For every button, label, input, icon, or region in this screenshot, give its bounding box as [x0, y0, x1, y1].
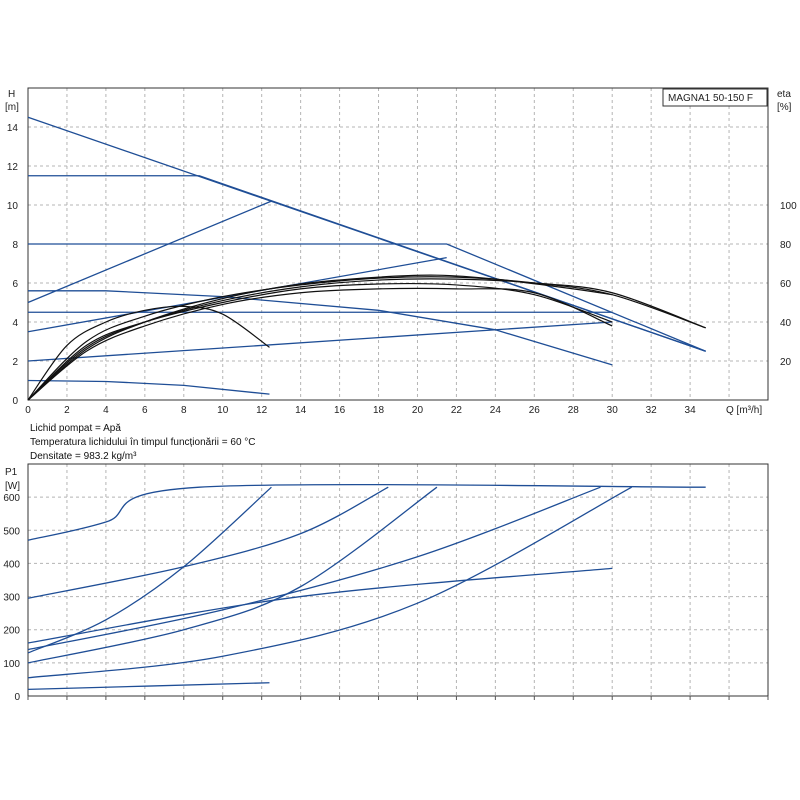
head-x-tick-label: 20: [412, 405, 424, 416]
head-x-tick-label: 6: [142, 405, 148, 416]
head-axis-label-line1: H: [8, 89, 15, 100]
head-x-tick-label: 32: [646, 405, 658, 416]
efficiency-y-tick-label: 100: [780, 201, 797, 212]
power-curves: [27, 483, 706, 691]
head-x-tick-label: 34: [685, 405, 697, 416]
efficiency-y-tick-label: 80: [780, 240, 792, 251]
head-curve: [28, 290, 613, 366]
power-curve: [27, 567, 613, 644]
efficiency-curve: [27, 287, 613, 401]
head-y-tick-label: 12: [7, 162, 19, 173]
efficiency-y-tick-label: 40: [780, 318, 792, 329]
efficiency-curve: [27, 282, 613, 401]
head-x-tick-label: 0: [25, 405, 31, 416]
head-x-tick-label: 14: [295, 405, 307, 416]
head-axis-label-line2: [m]: [5, 102, 19, 113]
efficiency-curve: [27, 278, 706, 401]
power-y-tick-labels: 0 100 200 300 400 500 600: [3, 493, 20, 703]
head-x-tick-label: 12: [256, 405, 268, 416]
power-x-ticks: [27, 696, 769, 700]
model-label-box: [662, 88, 768, 107]
head-y-tick-label: 4: [12, 318, 18, 329]
power-y-tick-label: 200: [3, 626, 20, 637]
efficiency-y-tick-label: 60: [780, 279, 792, 290]
head-y-tick-label: 8: [12, 240, 18, 251]
head-y-tick-label: 0: [12, 396, 18, 407]
head-x-tick-label: 4: [103, 405, 109, 416]
flow-axis-label: Q [m³/h]: [726, 405, 762, 416]
head-y-tick-label: 2: [12, 357, 18, 368]
power-y-tick-label: 300: [3, 593, 20, 604]
power-y-tick-label: 100: [3, 659, 20, 670]
power-grid: [28, 464, 768, 696]
head-y-tick-label: 14: [7, 123, 19, 134]
model-label: MAGNA1 50-150 F: [668, 93, 753, 104]
power-curve: [27, 483, 706, 541]
power-y-tick-label: 0: [14, 692, 20, 703]
power-curve: [27, 486, 601, 651]
head-x-tick-label: 24: [490, 405, 502, 416]
head-efficiency-chart: 0 2 4 6 8 10 12 14 16 18 20 22 24 26 28 30 32 34 02468101…: [5, 87, 797, 416]
efficiency-curve: [27, 274, 613, 401]
power-curve: [27, 486, 389, 599]
head-x-tick-label: 8: [181, 405, 187, 416]
power-y-tick-label: 400: [3, 559, 20, 570]
efficiency-axis-label-line1: eta: [777, 89, 791, 100]
efficiency-curve: [27, 276, 706, 401]
head-x-tick-labels: 0 2 4 6 8 10 12 14 16 18 20 22 24 26 28 30 32 34: [25, 405, 696, 416]
info-line-density: Densitate = 983.2 kg/m³: [30, 451, 137, 462]
head-curve: [27, 379, 270, 395]
power-y-tick-label: 600: [3, 493, 20, 504]
head-x-tick-label: 16: [334, 405, 346, 416]
efficiency-y-tick-labels: 20 40 60 80 100: [780, 201, 797, 368]
power-curve: [27, 682, 270, 691]
head-y-tick-labels: 0 2 4 6 8 10 12 14: [7, 123, 19, 407]
power-axis-label-line1: P1: [5, 467, 18, 478]
head-x-tick-label: 28: [568, 405, 580, 416]
efficiency-curve: [27, 305, 270, 401]
efficiency-y-tick-label: 20: [780, 357, 792, 368]
head-y-tick-label: 6: [12, 279, 18, 290]
power-y-tick-label: 500: [3, 526, 20, 537]
head-x-tick-label: 22: [451, 405, 463, 416]
head-curves: [27, 116, 706, 395]
power-chart: 0 100 200 300 400 500 600 P1 [W]: [3, 463, 769, 703]
power-curve: [27, 486, 272, 654]
head-y-tick-label: 10: [7, 201, 19, 212]
head-x-tick-label: 10: [217, 405, 229, 416]
head-x-tick-label: 2: [64, 405, 70, 416]
head-curve: [27, 200, 272, 304]
info-line-pumped-liquid: Lichid pompat = Apă: [30, 423, 121, 434]
power-plot-frame: [27, 463, 769, 697]
power-curve: [27, 486, 632, 679]
head-x-tick-label: 18: [373, 405, 385, 416]
power-axis-label-line2: [W]: [5, 481, 20, 492]
head-x-tick-label: 26: [529, 405, 541, 416]
power-curve: [27, 486, 438, 664]
efficiency-axis-label-line2: [%]: [777, 102, 792, 113]
head-curve: [28, 175, 706, 352]
head-curve: [27, 321, 613, 362]
info-line-liquid-temperature: Temperatura lichidului în timpul funcțio…: [30, 437, 256, 448]
efficiency-curves: [27, 274, 706, 401]
head-x-tick-label: 30: [607, 405, 619, 416]
